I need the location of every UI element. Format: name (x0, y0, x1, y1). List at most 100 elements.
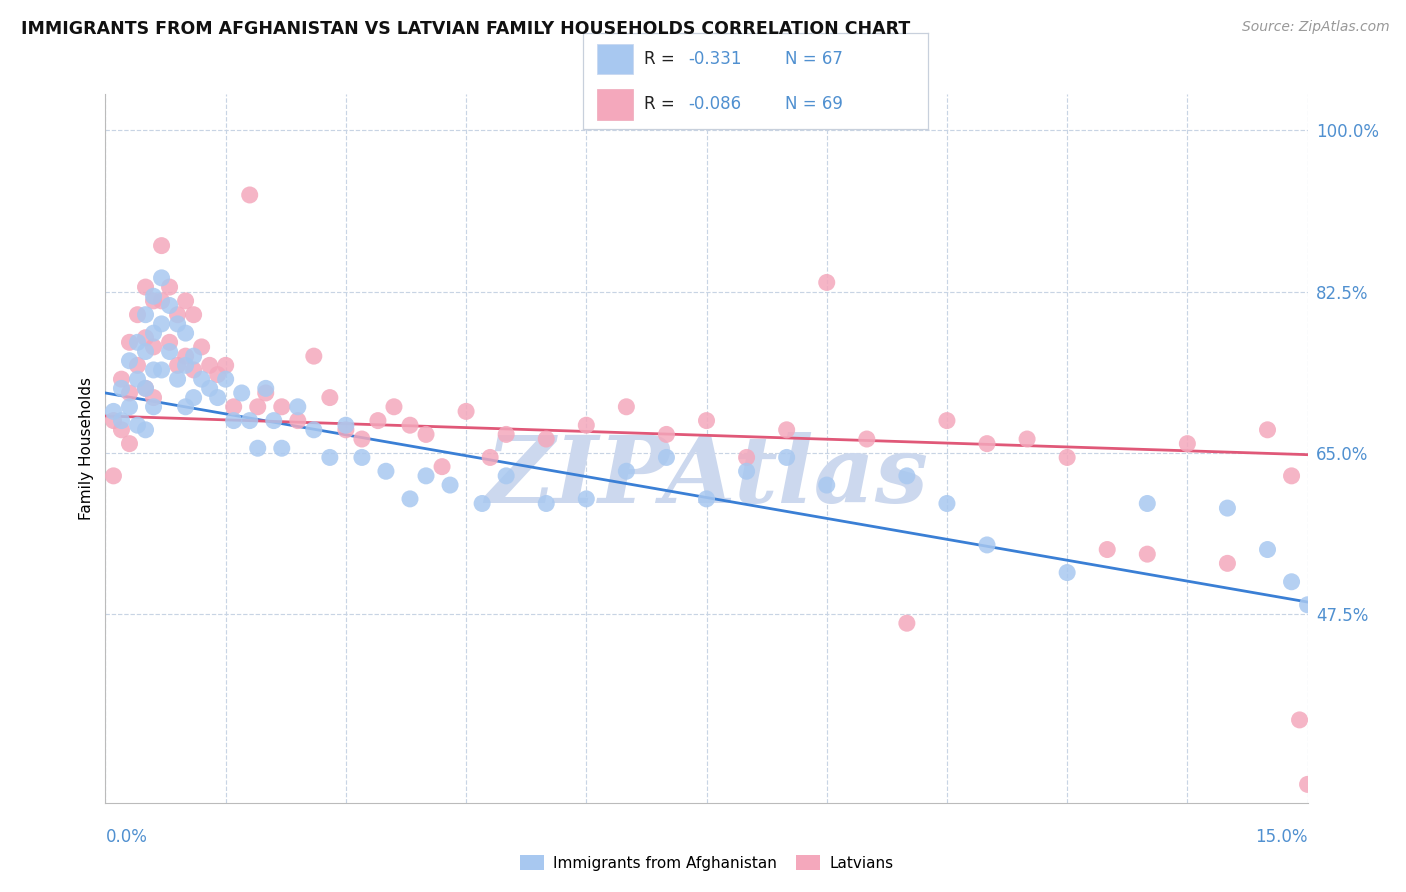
Text: N = 67: N = 67 (785, 50, 842, 68)
Point (1216, 557, 1239, 571)
Point (263, 414, 285, 428)
Point (896, 616, 918, 631)
Point (174, 400, 197, 414)
Point (222, 400, 245, 414)
Point (382, 400, 405, 414)
Point (190, 372, 212, 386)
Point (110, 381, 132, 395)
Point (174, 359, 197, 373)
Point (367, 414, 389, 428)
Point (135, 381, 157, 395)
Point (110, 372, 132, 386)
Point (142, 340, 165, 354)
Text: ZIPAtlas: ZIPAtlas (485, 432, 928, 522)
Point (575, 418, 598, 433)
Point (239, 414, 262, 428)
Text: Source: ZipAtlas.com: Source: ZipAtlas.com (1241, 20, 1389, 34)
Point (855, 432, 877, 446)
Point (399, 491, 422, 506)
Point (287, 400, 309, 414)
Point (207, 368, 229, 382)
Point (335, 418, 357, 433)
Point (495, 427, 517, 442)
Point (239, 188, 262, 202)
Point (1097, 542, 1119, 557)
Point (135, 331, 157, 345)
Point (142, 289, 165, 303)
Point (815, 478, 838, 492)
Point (1056, 566, 1078, 580)
Point (231, 386, 253, 401)
Point (142, 293, 165, 308)
Point (976, 538, 998, 552)
Point (896, 468, 918, 483)
Point (150, 317, 173, 331)
Point (776, 450, 799, 465)
Point (150, 270, 173, 285)
Point (198, 381, 221, 395)
Point (127, 359, 149, 373)
Point (150, 238, 173, 252)
Point (430, 459, 453, 474)
Point (198, 359, 221, 373)
Point (142, 326, 165, 340)
Point (696, 414, 718, 428)
Point (222, 414, 245, 428)
Point (127, 335, 149, 350)
Point (118, 335, 141, 350)
Point (1296, 777, 1319, 791)
Point (142, 400, 165, 414)
Text: 15.0%: 15.0% (1256, 828, 1308, 846)
Point (159, 344, 181, 359)
Point (159, 280, 181, 294)
Text: -0.331: -0.331 (689, 50, 742, 68)
Point (183, 308, 205, 322)
Point (976, 436, 998, 450)
Point (936, 414, 959, 428)
Text: 0.0%: 0.0% (105, 828, 148, 846)
Point (735, 464, 758, 478)
Point (335, 423, 357, 437)
Point (118, 436, 141, 450)
Point (207, 391, 229, 405)
Point (270, 442, 292, 456)
Point (103, 404, 125, 418)
Point (174, 349, 197, 363)
Point (655, 450, 678, 465)
Point (1216, 501, 1239, 516)
Point (127, 372, 149, 386)
Point (415, 468, 437, 483)
Point (534, 496, 557, 510)
Point (127, 418, 149, 433)
Point (534, 432, 557, 446)
Point (110, 423, 132, 437)
Point (350, 432, 373, 446)
Point (166, 359, 188, 373)
Point (319, 450, 342, 465)
Point (103, 468, 125, 483)
Point (1056, 450, 1078, 465)
Text: R =: R = (644, 95, 679, 112)
Point (1257, 423, 1279, 437)
Point (103, 414, 125, 428)
Point (166, 372, 188, 386)
Point (150, 293, 173, 308)
Point (302, 349, 325, 363)
Point (1177, 436, 1199, 450)
Point (254, 381, 277, 395)
Point (439, 478, 461, 492)
Point (118, 386, 141, 401)
Point (1136, 496, 1159, 510)
Point (495, 468, 517, 483)
Point (135, 381, 157, 395)
Point (616, 400, 638, 414)
Point (183, 363, 205, 377)
Point (655, 427, 678, 442)
Point (110, 414, 132, 428)
Point (135, 280, 157, 294)
Point (1017, 432, 1039, 446)
Point (1281, 468, 1303, 483)
Point (118, 400, 141, 414)
Point (1257, 542, 1279, 557)
FancyBboxPatch shape (598, 89, 634, 120)
